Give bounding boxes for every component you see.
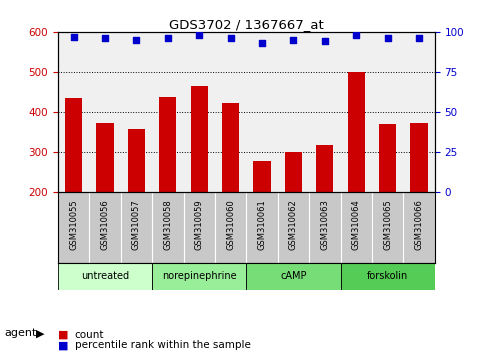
Bar [159,97,176,193]
Point [195,32,203,38]
Text: ■: ■ [58,330,69,339]
Text: GSM310062: GSM310062 [289,199,298,250]
Bar [65,98,82,193]
Bar [222,103,239,193]
Point [101,35,109,41]
Point [258,40,266,46]
Bar [379,124,396,193]
Text: forskolin: forskolin [367,272,408,281]
Text: percentile rank within the sample: percentile rank within the sample [75,340,251,350]
Text: GSM310064: GSM310064 [352,199,361,250]
Point [227,35,235,41]
Point [415,35,423,41]
Point [384,35,391,41]
Text: GSM310065: GSM310065 [383,199,392,250]
Text: GSM310060: GSM310060 [226,199,235,250]
Text: ■: ■ [58,340,69,350]
Point [353,32,360,38]
Bar [152,263,246,290]
Text: GSM310058: GSM310058 [163,199,172,250]
Text: GSM310055: GSM310055 [69,199,78,250]
Bar [285,152,302,193]
Text: GSM310066: GSM310066 [414,199,424,250]
Text: untreated: untreated [81,272,129,281]
Text: GSM310056: GSM310056 [100,199,110,250]
Bar [348,72,365,193]
Text: agent: agent [5,329,37,338]
Bar [58,263,152,290]
Text: GSM310059: GSM310059 [195,199,204,250]
Bar [341,263,435,290]
Text: GSM310061: GSM310061 [257,199,267,250]
Text: ▶: ▶ [36,329,44,338]
Point [164,35,172,41]
Text: count: count [75,330,104,339]
Text: GSM310057: GSM310057 [132,199,141,250]
Text: GSM310063: GSM310063 [320,199,329,250]
Point [290,37,298,43]
Bar [191,86,208,193]
Title: GDS3702 / 1367667_at: GDS3702 / 1367667_at [169,18,324,31]
Point [70,34,77,40]
Text: norepinephrine: norepinephrine [162,272,237,281]
Bar [316,145,333,193]
Point [132,37,141,43]
Text: cAMP: cAMP [280,272,307,281]
Bar [97,124,114,193]
Bar [128,130,145,193]
Bar [411,124,427,193]
Bar [246,263,341,290]
Bar [254,161,270,193]
Point [321,39,328,44]
